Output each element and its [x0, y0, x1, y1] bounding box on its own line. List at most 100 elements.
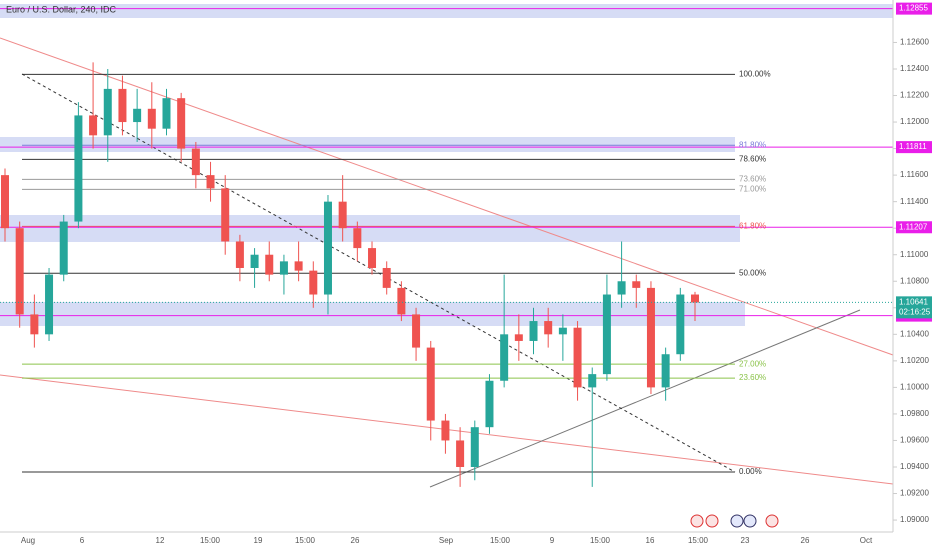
candle-body — [45, 274, 54, 335]
zone — [0, 137, 735, 152]
candle-body — [500, 334, 509, 381]
candle-body — [221, 188, 230, 242]
fib-label: 0.00% — [739, 467, 762, 476]
x-tick-label: Aug — [21, 536, 35, 545]
fib-label: 78.60% — [739, 154, 766, 163]
x-tick-label: 23 — [741, 536, 750, 545]
candle-body — [279, 261, 288, 275]
price-tag — [896, 2, 932, 15]
fib-label: 73.60% — [739, 174, 766, 183]
candle-body — [426, 347, 435, 421]
candle-body — [103, 88, 112, 136]
fib-label: 61.80% — [739, 221, 766, 230]
candle-body — [529, 321, 538, 341]
x-tick-label: 15:00 — [590, 536, 611, 545]
candle-body — [588, 374, 597, 388]
candle-body — [89, 115, 98, 136]
y-tick-label: 1.11400 — [900, 197, 929, 206]
candle-body — [353, 228, 362, 249]
trendline — [429, 309, 861, 488]
candle-body — [294, 261, 303, 271]
countdown-label: 02:16:25 — [899, 307, 931, 316]
candle-body — [485, 380, 494, 428]
candle-body — [133, 108, 142, 123]
candle-body — [338, 201, 347, 229]
y-tick-label: 1.09000 — [900, 515, 929, 524]
candle-body — [177, 98, 186, 149]
candle-body — [74, 115, 83, 222]
y-tick-label: 1.11600 — [900, 170, 929, 179]
candle-body — [617, 281, 626, 295]
y-tick-label: 1.12400 — [900, 64, 929, 73]
fib-label: 81.80% — [739, 140, 766, 149]
candle-body — [15, 228, 24, 315]
candle-body — [412, 314, 421, 348]
zone — [0, 302, 745, 326]
y-tick-label: 1.10800 — [900, 276, 929, 285]
price-tag-label: 1.11207 — [899, 222, 928, 231]
y-tick-label: 1.12600 — [900, 38, 929, 47]
candle-body — [59, 221, 68, 275]
x-tick-label: 9 — [550, 536, 555, 545]
x-tick-label: 15:00 — [688, 536, 709, 545]
y-tick-label: 1.12000 — [900, 117, 929, 126]
candle-body — [544, 321, 553, 335]
chart-title: Euro / U.S. Dollar, 240, IDC — [6, 4, 117, 14]
fib-label: 71.00% — [739, 184, 766, 193]
x-tick-label: 15:00 — [200, 536, 221, 545]
candle-body — [382, 267, 391, 288]
candle-body — [691, 294, 699, 303]
fib-label: 27.00% — [739, 359, 766, 368]
y-tick-label: 1.11000 — [900, 250, 929, 259]
candle-body — [632, 281, 641, 288]
candle-body — [162, 98, 171, 129]
candle-body — [309, 270, 318, 295]
fib-label: 100.00% — [739, 70, 771, 79]
x-tick-label: 15:00 — [490, 536, 511, 545]
candle-body — [397, 287, 406, 315]
last-price-label: 1.10641 — [899, 297, 928, 306]
x-tick-label: 6 — [80, 536, 85, 545]
x-tick-label: Oct — [860, 536, 873, 545]
y-tick-label: 1.10200 — [900, 356, 929, 365]
price-tag-label: 1.11811 — [899, 142, 927, 151]
x-tick-label: 26 — [801, 536, 810, 545]
fib-label: 23.60% — [739, 373, 766, 382]
candle-body — [265, 254, 274, 275]
candle-body — [441, 420, 450, 441]
candle-body — [368, 248, 377, 268]
candle-body — [661, 354, 670, 388]
candle-body — [558, 327, 567, 335]
zone — [0, 215, 740, 242]
candle-body — [646, 287, 655, 388]
candle-body — [514, 334, 523, 341]
price-tag — [896, 221, 932, 234]
candle-body — [147, 108, 156, 129]
candle-body — [30, 314, 39, 335]
event-icons — [690, 514, 779, 528]
candle-body — [470, 427, 479, 467]
candle-body — [676, 294, 685, 355]
candle-body — [206, 175, 215, 189]
candle-body — [235, 241, 244, 268]
x-tick-label: Sep — [439, 536, 454, 545]
candle-body — [250, 254, 259, 268]
x-tick-label: 12 — [156, 536, 165, 545]
y-tick-label: 1.09600 — [900, 436, 929, 445]
candle-body — [1, 175, 9, 229]
y-tick-label: 1.10000 — [900, 383, 929, 392]
x-tick-label: 15:00 — [295, 536, 316, 545]
y-tick-label: 1.09200 — [900, 489, 929, 498]
plot — [0, 8, 893, 487]
y-tick-label: 1.10400 — [900, 329, 929, 338]
candle-body — [456, 440, 465, 467]
price-tag — [896, 141, 932, 154]
candle-body — [602, 294, 611, 375]
y-tick-label: 1.12200 — [900, 91, 929, 100]
x-tick-label: 16 — [646, 536, 655, 545]
candle-body — [191, 148, 200, 176]
candle-body — [323, 201, 332, 295]
last-price-tag — [896, 296, 932, 319]
